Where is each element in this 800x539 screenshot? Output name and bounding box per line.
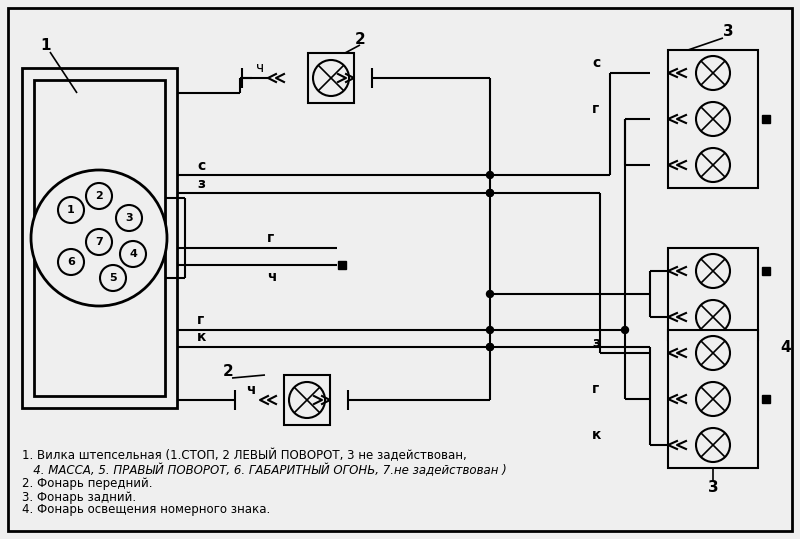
- Text: 1. Вилка штепсельная (1.СТОП, 2 ЛЕВЫЙ ПОВОРОТ, 3 не задействован,: 1. Вилка штепсельная (1.СТОП, 2 ЛЕВЫЙ ПО…: [22, 448, 466, 462]
- Circle shape: [696, 382, 730, 416]
- Bar: [762, 115, 770, 123]
- Text: г: г: [267, 231, 274, 245]
- Text: 3: 3: [722, 24, 734, 39]
- Text: 3. Фонарь задний.: 3. Фонарь задний.: [22, 490, 136, 503]
- Bar: [762, 395, 770, 403]
- Circle shape: [486, 291, 494, 298]
- Text: г: г: [592, 102, 599, 116]
- Text: 3: 3: [708, 480, 718, 495]
- Circle shape: [486, 190, 494, 197]
- Text: 1: 1: [67, 205, 75, 215]
- Text: г: г: [197, 313, 204, 327]
- Circle shape: [696, 148, 730, 182]
- Text: 4. Фонарь освещения номерного знака.: 4. Фонарь освещения номерного знака.: [22, 503, 270, 516]
- Circle shape: [486, 327, 494, 334]
- Circle shape: [120, 241, 146, 267]
- Text: 1: 1: [40, 38, 50, 53]
- Circle shape: [116, 205, 142, 231]
- Circle shape: [100, 265, 126, 291]
- Bar: [668, 50, 758, 188]
- Circle shape: [289, 382, 325, 418]
- Circle shape: [696, 102, 730, 136]
- Bar: [762, 267, 770, 275]
- Circle shape: [696, 428, 730, 462]
- Text: к: к: [197, 330, 206, 344]
- Circle shape: [58, 197, 84, 223]
- Text: ч: ч: [256, 61, 264, 75]
- Circle shape: [486, 171, 494, 178]
- Bar: [338, 261, 346, 269]
- Text: г: г: [592, 382, 599, 396]
- Circle shape: [696, 254, 730, 288]
- Text: з: з: [592, 336, 600, 350]
- Circle shape: [486, 343, 494, 350]
- Circle shape: [486, 190, 494, 197]
- Bar: [668, 330, 758, 468]
- Circle shape: [622, 327, 629, 334]
- Text: с: с: [197, 159, 206, 173]
- Text: 2: 2: [222, 364, 234, 379]
- Bar: [22, 68, 177, 408]
- Text: 4: 4: [129, 249, 137, 259]
- Text: 7: 7: [95, 237, 103, 247]
- Text: к: к: [592, 428, 602, 442]
- Bar: [668, 248, 758, 340]
- Text: 2: 2: [95, 191, 103, 201]
- Text: 5: 5: [109, 273, 117, 283]
- Circle shape: [696, 300, 730, 334]
- Circle shape: [86, 183, 112, 209]
- Text: 4: 4: [780, 341, 790, 356]
- Text: 2. Фонарь передний.: 2. Фонарь передний.: [22, 478, 153, 490]
- Circle shape: [31, 170, 167, 306]
- Bar: [34, 80, 165, 396]
- Text: 3: 3: [125, 213, 133, 223]
- Bar: [308, 53, 354, 103]
- Text: с: с: [592, 56, 600, 70]
- Text: з: з: [197, 177, 205, 191]
- Text: 2: 2: [354, 32, 366, 47]
- Circle shape: [58, 249, 84, 275]
- Text: 6: 6: [67, 257, 75, 267]
- Circle shape: [696, 56, 730, 90]
- Text: 4. МАССА, 5. ПРАВЫЙ ПОВОРОТ, 6. ГАБАРИТНЫЙ ОГОНЬ, 7.не задействован ): 4. МАССА, 5. ПРАВЫЙ ПОВОРОТ, 6. ГАБАРИТН…: [22, 464, 506, 476]
- Circle shape: [486, 343, 494, 350]
- Bar: [284, 375, 330, 425]
- Circle shape: [86, 229, 112, 255]
- Text: ч: ч: [246, 383, 255, 397]
- Circle shape: [313, 60, 349, 96]
- Circle shape: [696, 336, 730, 370]
- Text: ч: ч: [267, 270, 277, 284]
